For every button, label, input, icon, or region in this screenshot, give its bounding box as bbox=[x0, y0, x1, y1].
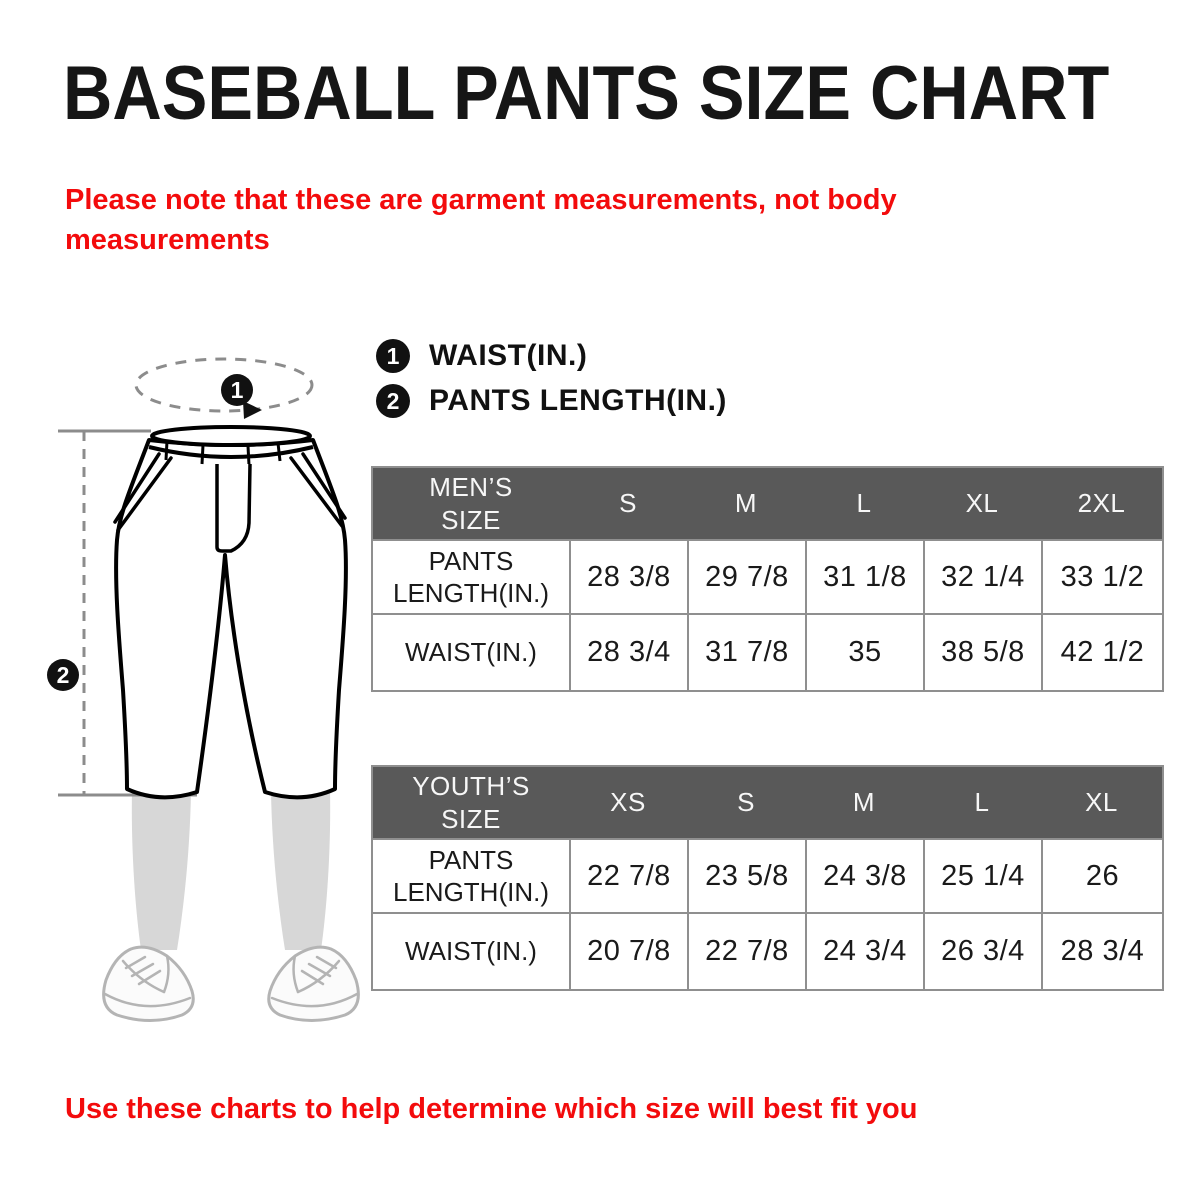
socks-graphic bbox=[131, 790, 331, 950]
youths-row-label-waist: WAIST(IN.) bbox=[373, 912, 569, 989]
table-cell: 31 1/8 bbox=[805, 539, 923, 613]
legend-badge-2: 2 bbox=[376, 384, 410, 418]
table-cell: 29 7/8 bbox=[687, 539, 805, 613]
table-cell: 24 3/8 bbox=[805, 838, 923, 912]
youths-col-s: S bbox=[687, 767, 805, 838]
table-cell: 38 5/8 bbox=[923, 613, 1041, 690]
legend-badge-1: 1 bbox=[376, 339, 410, 373]
table-cell: 28 3/8 bbox=[569, 539, 687, 613]
diagram-badge-2: 2 bbox=[47, 659, 79, 691]
youths-col-xl: XL bbox=[1041, 767, 1162, 838]
belt-loops bbox=[164, 440, 282, 466]
fly-placket bbox=[215, 463, 252, 553]
table-cell: 26 3/4 bbox=[923, 912, 1041, 989]
mens-col-l: L bbox=[805, 468, 923, 539]
mens-row-label-length: PANTS LENGTH(IN.) bbox=[373, 539, 569, 613]
pants-measurement-diagram: 1 2 bbox=[47, 357, 360, 1022]
pants-outline-graphic bbox=[113, 425, 348, 800]
table-cell: 20 7/8 bbox=[569, 912, 687, 989]
table-cell: 33 1/2 bbox=[1041, 539, 1162, 613]
waist-opening bbox=[150, 425, 312, 447]
right-shoe-graphic bbox=[267, 945, 360, 1022]
table-cell: 28 3/4 bbox=[1041, 912, 1162, 989]
table-cell: 31 7/8 bbox=[687, 613, 805, 690]
legend-item-pants-length: 2 PANTS LENGTH(IN.) bbox=[376, 384, 727, 418]
measurement-legend: 1 WAIST(IN.) 2 PANTS LENGTH(IN.) bbox=[376, 339, 727, 418]
usage-note: Use these charts to help determine which… bbox=[65, 1093, 918, 1125]
youths-col-l: L bbox=[923, 767, 1041, 838]
legend-item-waist: 1 WAIST(IN.) bbox=[376, 339, 727, 373]
waist-measure-ellipse bbox=[134, 357, 314, 413]
mens-row-label-waist: WAIST(IN.) bbox=[373, 613, 569, 690]
garment-measurement-note: Please note that these are garment measu… bbox=[65, 184, 897, 257]
mens-col-2xl: 2XL bbox=[1041, 468, 1162, 539]
mens-col-s: S bbox=[569, 468, 687, 539]
page-title: BASEBALL PANTS SIZE CHART bbox=[63, 51, 1110, 136]
legend-label-waist: WAIST(IN.) bbox=[429, 339, 588, 372]
youths-col-xs: XS bbox=[569, 767, 687, 838]
mens-col-xl: XL bbox=[923, 468, 1041, 539]
pocket-lines bbox=[113, 452, 347, 532]
youths-table-title: YOUTH’S SIZE bbox=[373, 767, 569, 838]
svg-text:1: 1 bbox=[231, 377, 244, 403]
mens-table-title: MEN’S SIZE bbox=[373, 468, 569, 539]
legend-label-pants-length: PANTS LENGTH(IN.) bbox=[429, 384, 727, 417]
waist-arrow-icon bbox=[243, 401, 262, 419]
table-cell: 35 bbox=[805, 613, 923, 690]
diagram-badge-1: 1 bbox=[221, 374, 253, 406]
svg-text:2: 2 bbox=[57, 662, 70, 688]
youths-col-m: M bbox=[805, 767, 923, 838]
table-cell: 26 bbox=[1041, 838, 1162, 912]
table-cell: 22 7/8 bbox=[569, 838, 687, 912]
youths-size-table: YOUTH’S SIZE XS S M L XL PANTS LENGTH(IN… bbox=[371, 765, 1164, 991]
mens-col-m: M bbox=[687, 468, 805, 539]
table-cell: 24 3/4 bbox=[805, 912, 923, 989]
table-cell: 25 1/4 bbox=[923, 838, 1041, 912]
table-cell: 32 1/4 bbox=[923, 539, 1041, 613]
table-cell: 42 1/2 bbox=[1041, 613, 1162, 690]
table-cell: 28 3/4 bbox=[569, 613, 687, 690]
table-cell: 22 7/8 bbox=[687, 912, 805, 989]
youths-row-label-length: PANTS LENGTH(IN.) bbox=[373, 838, 569, 912]
table-cell: 23 5/8 bbox=[687, 838, 805, 912]
mens-size-table: MEN’S SIZE S M L XL 2XL PANTS LENGTH(IN.… bbox=[371, 466, 1164, 692]
left-shoe-graphic bbox=[102, 945, 195, 1022]
